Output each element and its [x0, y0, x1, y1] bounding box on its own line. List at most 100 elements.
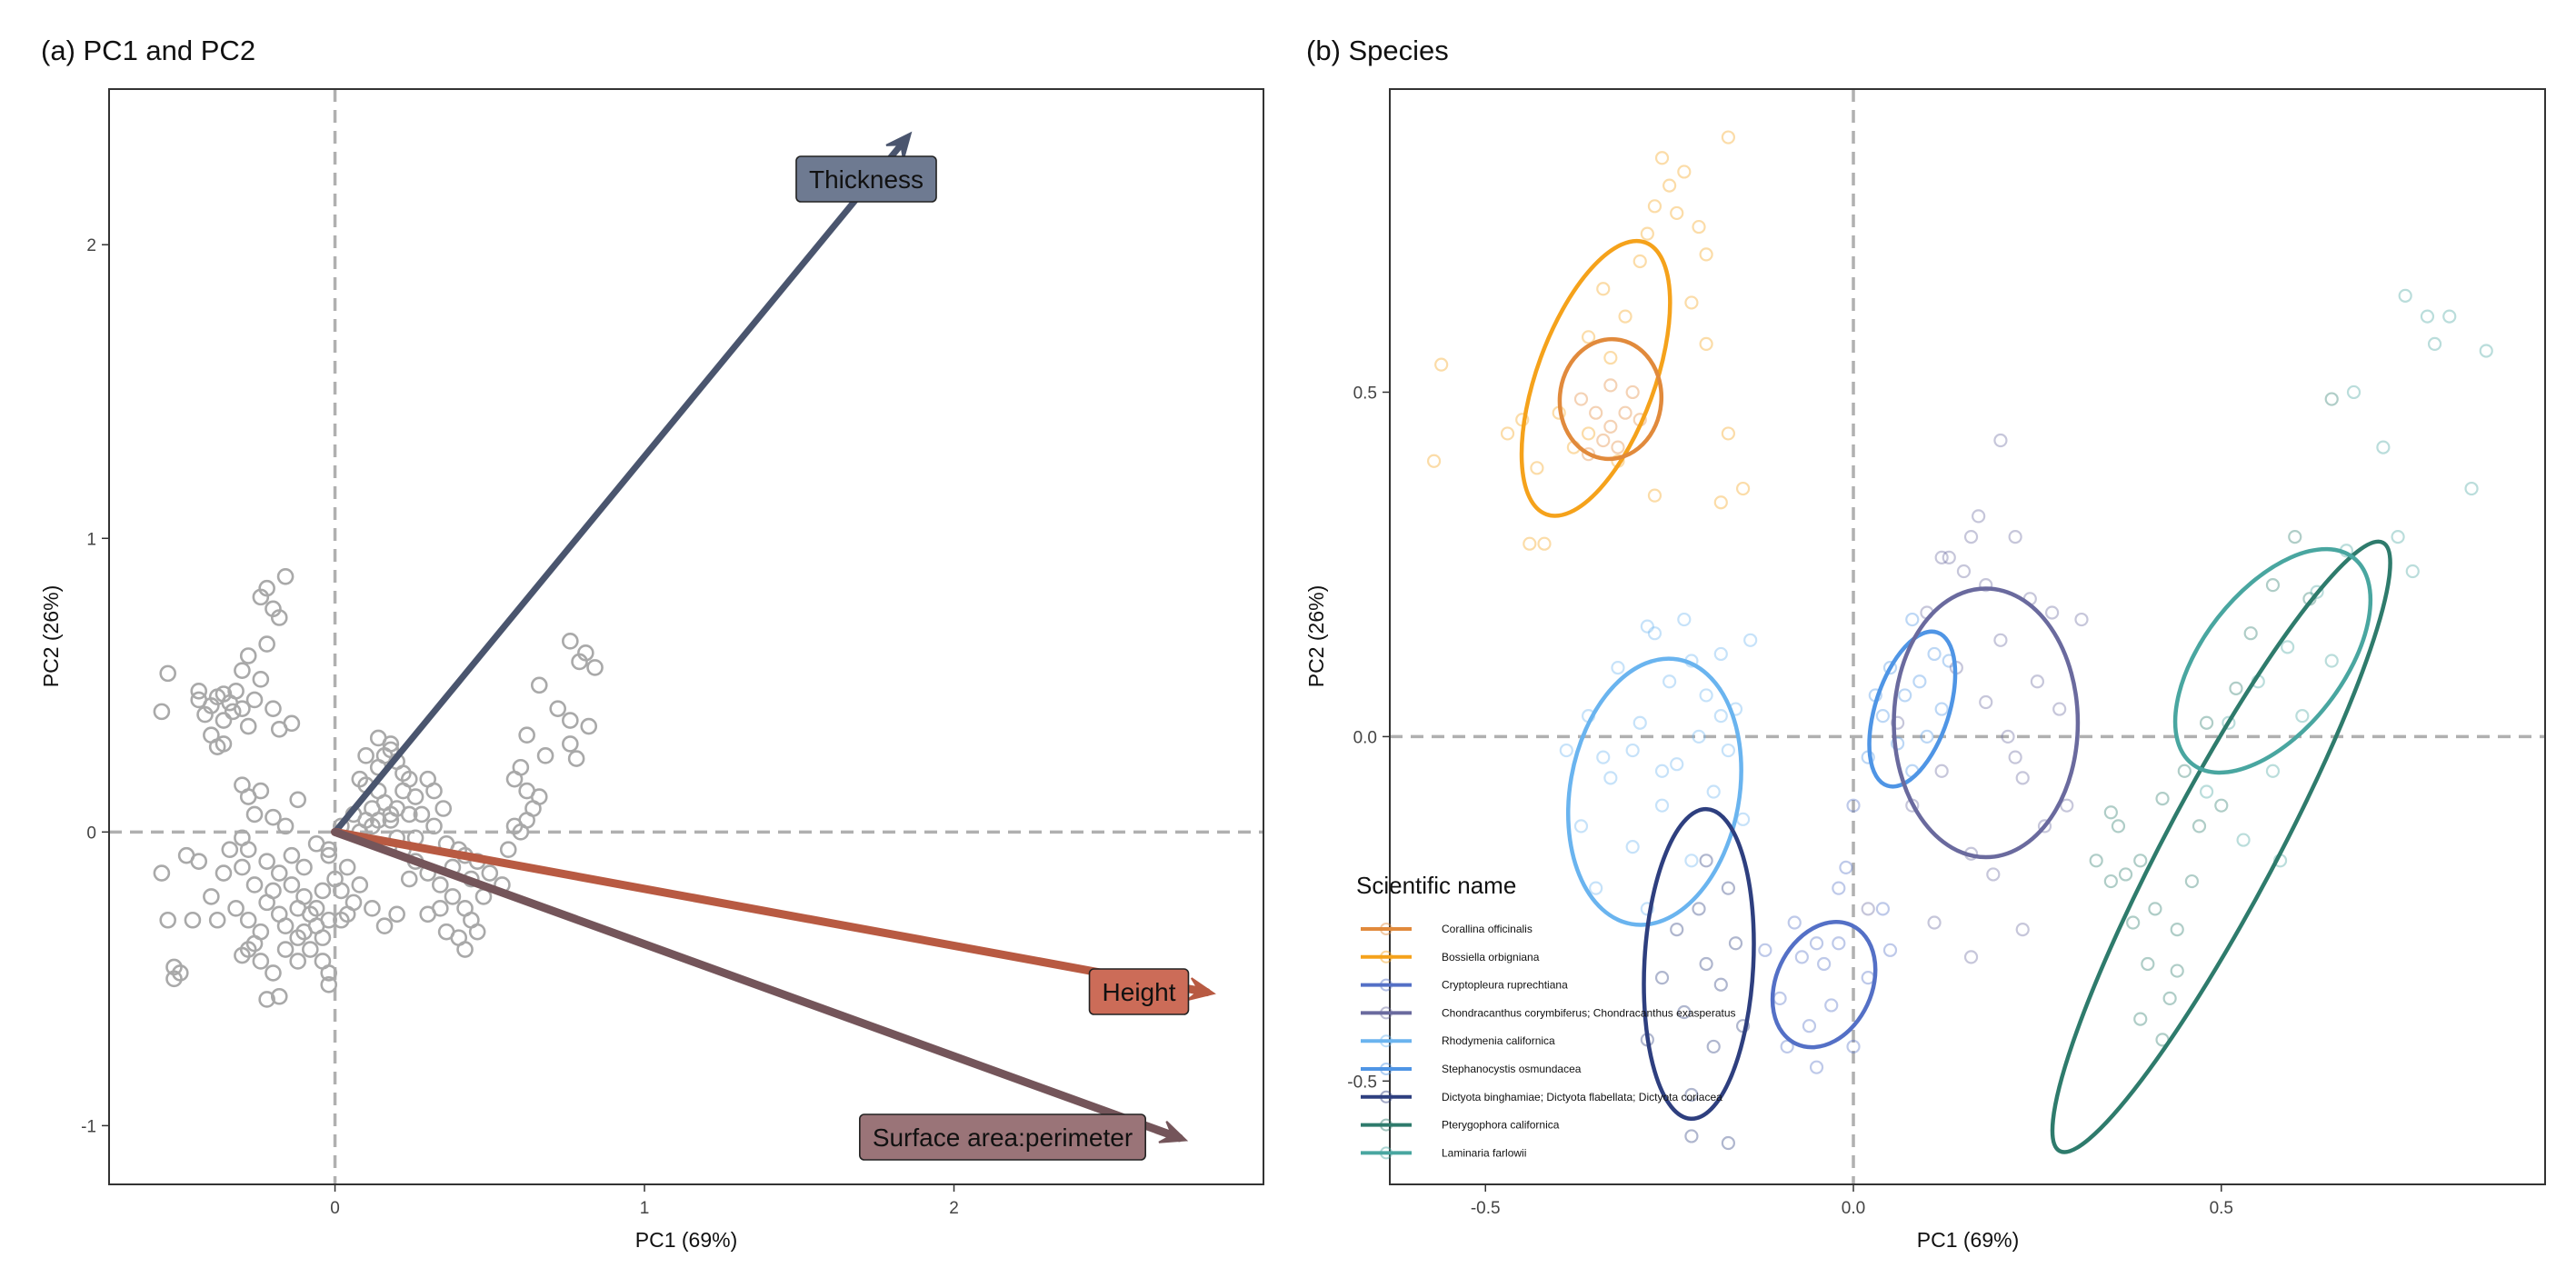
data-point — [1596, 433, 1611, 448]
panel-a-points — [153, 567, 604, 1008]
data-point — [1846, 1039, 1861, 1054]
data-point — [1839, 860, 1853, 874]
arrow-label-text: Surface area:perimeter — [873, 1123, 1133, 1152]
data-point — [2479, 344, 2493, 358]
data-point — [1963, 530, 1979, 544]
data-point — [1589, 881, 1603, 895]
data-point — [499, 841, 517, 859]
data-point — [252, 953, 270, 970]
confidence-ellipse — [1867, 629, 1958, 789]
data-point — [270, 720, 288, 738]
arrow-label-box — [859, 1113, 1146, 1161]
data-point — [1979, 694, 1993, 710]
data-point — [364, 900, 381, 917]
data-point — [1905, 612, 1920, 627]
data-point — [2236, 833, 2251, 847]
loading-arrow — [331, 827, 1212, 997]
data-point — [1963, 950, 1979, 964]
data-point — [1817, 956, 1832, 972]
data-point — [270, 987, 288, 1005]
data-point — [1670, 922, 1684, 937]
data-point — [1692, 729, 1706, 744]
data-point — [2044, 605, 2060, 620]
data-point — [1684, 854, 1699, 868]
data-point — [227, 682, 245, 700]
data-point — [2015, 922, 2030, 937]
data-point — [456, 941, 474, 958]
panel-b-frame — [1389, 88, 2546, 1185]
data-point — [2346, 384, 2361, 400]
data-point — [252, 671, 270, 688]
data-point — [1618, 309, 1632, 324]
legend-entry-label: Bossiella orbigniana — [1442, 951, 1540, 964]
data-point — [239, 717, 257, 735]
data-point — [1625, 384, 1640, 400]
data-point — [530, 676, 548, 694]
data-point — [2155, 791, 2170, 806]
data-point — [314, 929, 332, 946]
panel-b-y-tick-label: 0.5 — [1353, 384, 1377, 403]
data-point — [215, 735, 233, 753]
legend-entry-label: Stephanocystis osmundacea — [1442, 1063, 1582, 1075]
data-point — [2214, 798, 2229, 813]
legend-entry-label: Dictyota binghamiae; Dictyota flabellata… — [1442, 1091, 1722, 1103]
data-point — [1721, 881, 1735, 895]
data-point — [2295, 709, 2310, 724]
data-point — [203, 888, 220, 905]
data-point — [1934, 764, 1949, 778]
data-point — [239, 911, 257, 929]
panel-b-ellipses — [1519, 238, 2392, 1154]
confidence-ellipse — [1770, 920, 1878, 1050]
data-point — [234, 700, 251, 717]
data-point — [320, 976, 338, 993]
data-point — [1603, 378, 1618, 393]
data-point — [314, 882, 332, 900]
confidence-ellipse — [2050, 539, 2392, 1154]
data-point — [184, 911, 202, 929]
data-point — [432, 900, 449, 917]
panel-b-x-tick-label: 0.5 — [2210, 1199, 2233, 1218]
data-point — [400, 805, 418, 824]
data-point — [159, 911, 176, 929]
data-point — [270, 609, 288, 626]
data-point — [1640, 619, 1654, 634]
data-point — [276, 941, 295, 958]
data-point — [2177, 764, 2192, 778]
data-point — [1824, 998, 1839, 1013]
data-point — [338, 858, 356, 876]
panel-a-plot-area — [109, 89, 1263, 1184]
data-point — [2376, 440, 2391, 454]
data-point — [1787, 915, 1802, 930]
data-point — [2052, 702, 2067, 716]
panel-a-y-tick-label: 2 — [86, 236, 96, 255]
panel-b-x-tick-label: -0.5 — [1471, 1199, 1501, 1218]
data-point — [437, 923, 455, 941]
data-point — [1677, 612, 1692, 627]
data-point — [375, 917, 394, 935]
data-point — [265, 700, 282, 717]
data-point — [1670, 757, 1684, 772]
data-point — [1426, 454, 1442, 468]
panel-b-points — [1426, 130, 2493, 1151]
panel-b-title: (b) Species — [1306, 35, 1449, 66]
data-point — [2141, 956, 2155, 972]
data-point — [1684, 295, 1699, 310]
data-point — [2398, 288, 2412, 303]
arrow-label-box — [795, 155, 937, 203]
legend-key-point — [1380, 1063, 1393, 1075]
data-point — [1647, 626, 1662, 641]
data-point — [224, 703, 242, 721]
panel-b: (b) Species -0.5 0.0 0.5 -0.5 0.0 0.5 PC1 (69… — [1304, 35, 2546, 1252]
data-point — [1530, 461, 1544, 475]
data-point — [1728, 936, 1743, 951]
data-point — [1912, 674, 1927, 689]
data-point — [2074, 612, 2089, 627]
data-point — [283, 846, 301, 864]
confidence-ellipse — [1519, 238, 1672, 518]
data-point — [1647, 488, 1662, 503]
data-point — [234, 662, 251, 679]
data-point — [432, 876, 449, 894]
data-point — [2008, 750, 2022, 764]
legend-key-point — [1380, 950, 1393, 964]
data-point — [276, 567, 295, 585]
